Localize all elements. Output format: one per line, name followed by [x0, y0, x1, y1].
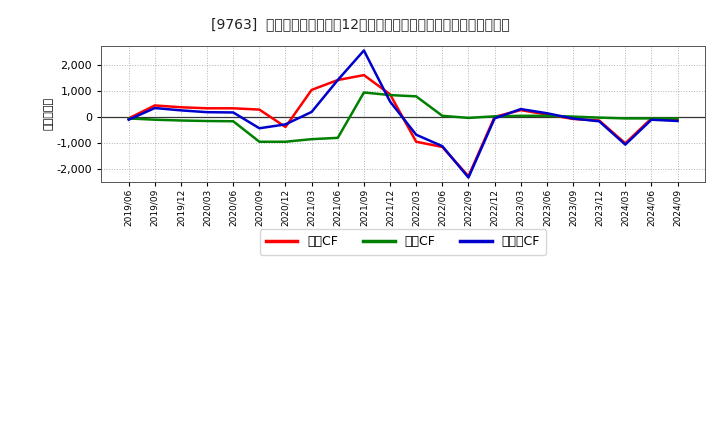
- フリーCF: [621, 142, 629, 147]
- フリーCF: [490, 116, 499, 121]
- 営業CF: [595, 118, 603, 123]
- 営業CF: [307, 87, 316, 92]
- 営業CF: [176, 105, 185, 110]
- フリーCF: [569, 116, 577, 121]
- フリーCF: [386, 99, 395, 104]
- フリーCF: [359, 48, 368, 53]
- フリーCF: [255, 126, 264, 131]
- フリーCF: [673, 118, 682, 124]
- 営業CF: [359, 73, 368, 78]
- フリーCF: [229, 110, 238, 115]
- Line: 営業CF: 営業CF: [129, 75, 678, 176]
- 営業CF: [621, 141, 629, 146]
- Text: [9763]  キャッシュフローの12か月移動合計の対前年同期増減額の推移: [9763] キャッシュフローの12か月移動合計の対前年同期増減額の推移: [211, 18, 509, 32]
- 投賃CF: [125, 116, 133, 121]
- フリーCF: [203, 110, 212, 115]
- 営業CF: [282, 125, 290, 130]
- 営業CF: [125, 116, 133, 121]
- フリーCF: [464, 175, 473, 180]
- 営業CF: [412, 139, 420, 144]
- 投賃CF: [647, 116, 656, 121]
- 投賃CF: [543, 113, 552, 118]
- 投賃CF: [438, 113, 446, 118]
- 投賃CF: [203, 118, 212, 124]
- 投賃CF: [516, 113, 525, 118]
- フリーCF: [647, 117, 656, 122]
- フリーCF: [150, 106, 159, 111]
- 営業CF: [386, 92, 395, 97]
- 営業CF: [516, 107, 525, 113]
- 営業CF: [229, 106, 238, 111]
- 投賃CF: [464, 115, 473, 121]
- 営業CF: [203, 106, 212, 111]
- フリーCF: [307, 109, 316, 114]
- フリーCF: [282, 122, 290, 127]
- 投賃CF: [282, 139, 290, 144]
- フリーCF: [595, 119, 603, 124]
- 投賃CF: [359, 90, 368, 95]
- フリーCF: [176, 108, 185, 113]
- 投賃CF: [176, 118, 185, 123]
- 営業CF: [490, 114, 499, 120]
- 投賃CF: [386, 92, 395, 98]
- 営業CF: [647, 116, 656, 121]
- フリーCF: [516, 106, 525, 112]
- フリーCF: [125, 117, 133, 122]
- フリーCF: [412, 132, 420, 137]
- 投賃CF: [307, 136, 316, 142]
- 営業CF: [438, 144, 446, 150]
- 投賃CF: [150, 117, 159, 122]
- 営業CF: [673, 117, 682, 122]
- 投賃CF: [621, 116, 629, 121]
- フリーCF: [543, 110, 552, 116]
- 営業CF: [150, 103, 159, 108]
- 営業CF: [333, 77, 342, 83]
- Legend: 営業CF, 投賃CF, フリーCF: 営業CF, 投賃CF, フリーCF: [260, 229, 546, 255]
- 投賃CF: [255, 139, 264, 144]
- 投賃CF: [412, 94, 420, 99]
- 営業CF: [569, 116, 577, 121]
- Line: 投賃CF: 投賃CF: [129, 92, 678, 142]
- 投賃CF: [569, 114, 577, 119]
- 営業CF: [464, 174, 473, 179]
- 営業CF: [255, 107, 264, 112]
- 投賃CF: [333, 135, 342, 140]
- フリーCF: [438, 143, 446, 149]
- 投賃CF: [595, 115, 603, 120]
- フリーCF: [333, 77, 342, 83]
- 投賃CF: [673, 116, 682, 121]
- Y-axis label: （百万円）: （百万円）: [44, 97, 54, 130]
- Line: フリーCF: フリーCF: [129, 51, 678, 177]
- 営業CF: [543, 112, 552, 117]
- 投賃CF: [490, 114, 499, 119]
- 投賃CF: [229, 119, 238, 124]
